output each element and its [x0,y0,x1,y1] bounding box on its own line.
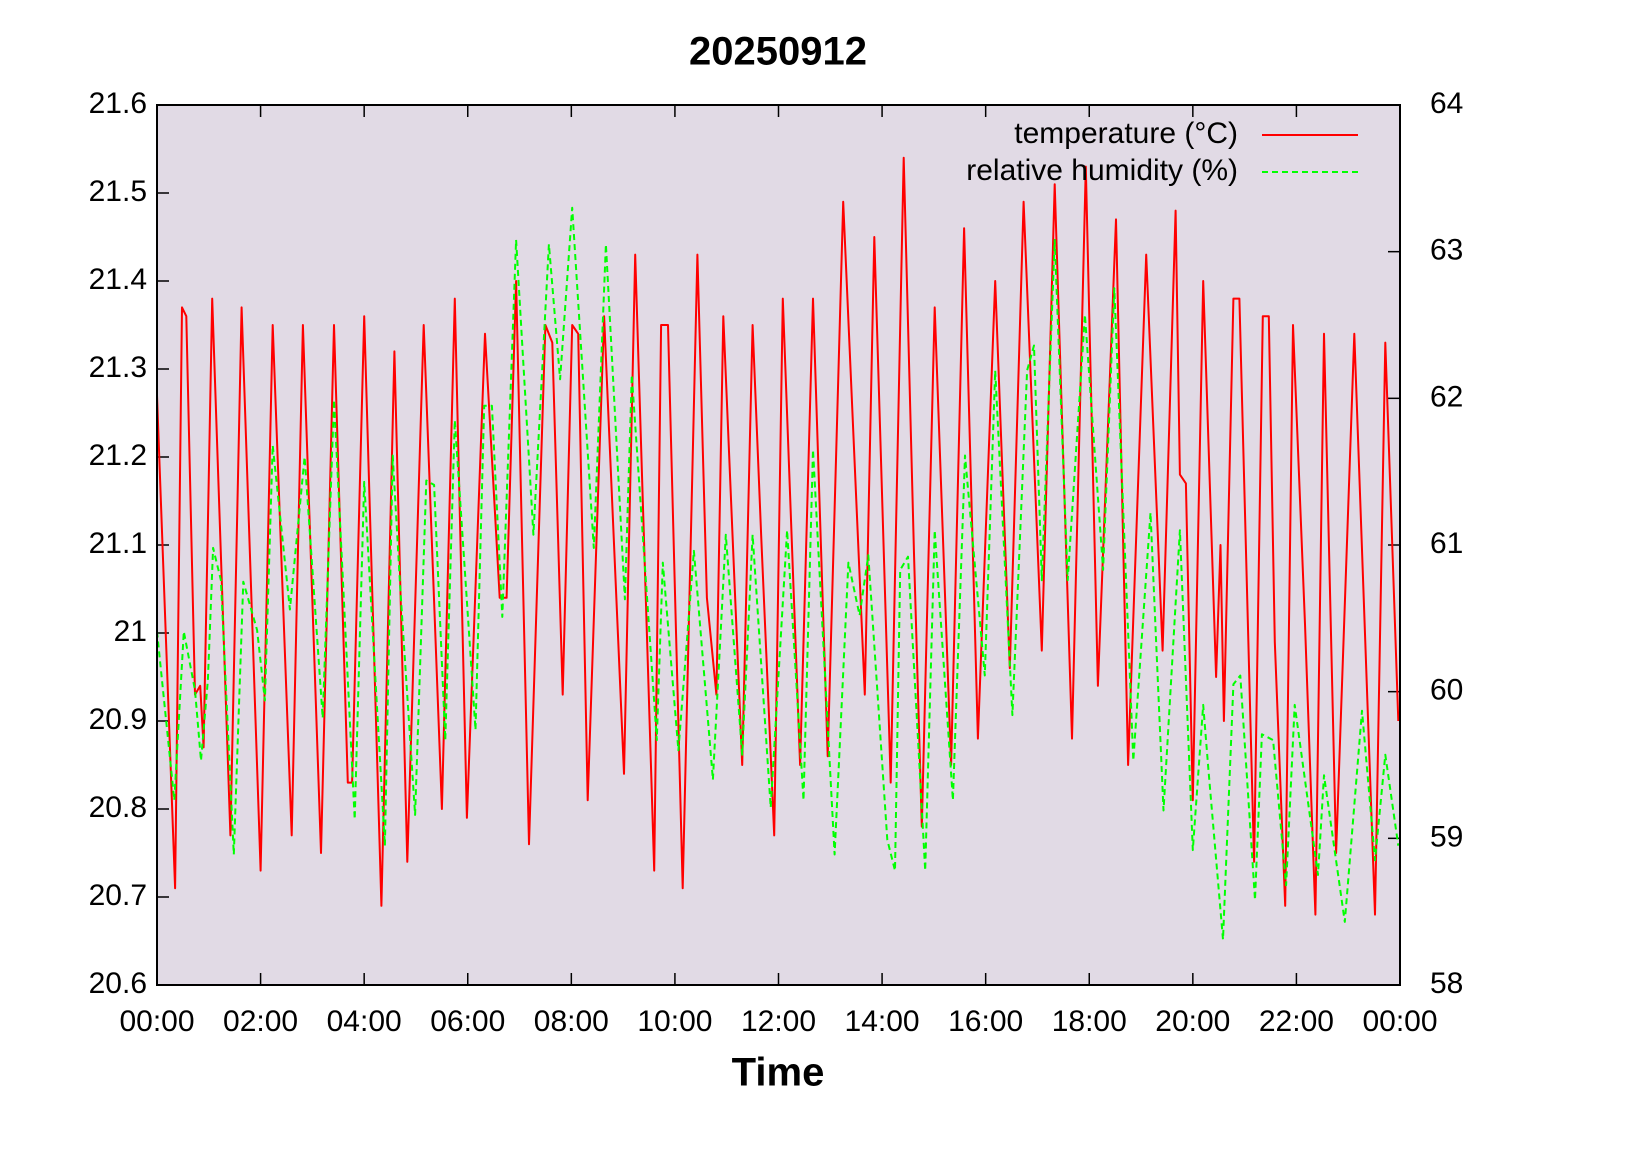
x-tick-label: 22:00 [1259,1005,1334,1038]
y-tick-label: 21.1 [89,527,147,560]
x-tick-label: 02:00 [223,1005,298,1038]
y2-tick-label: 60 [1430,674,1463,707]
y-tick-label: 21 [114,615,147,648]
y2-tick-label: 58 [1430,967,1463,1000]
series-line [156,206,1400,941]
x-tick-label: 10:00 [637,1005,712,1038]
y-tick-label: 21.2 [89,439,147,472]
x-tick-label: 08:00 [534,1005,609,1038]
y-tick-label: 20.7 [89,879,147,912]
y2-tick-label: 61 [1430,527,1463,560]
y2-tick-label: 64 [1430,87,1463,120]
y2-tick-label: 62 [1430,380,1463,413]
x-tick-label: 00:00 [1362,1005,1437,1038]
x-tick-label: 14:00 [845,1005,920,1038]
x-axis-label: Time [732,1051,825,1095]
y-tick-label: 20.6 [89,967,147,1000]
y-tick-label: 21.6 [89,87,147,120]
x-tick-label: 04:00 [327,1005,402,1038]
y2-tick-label: 59 [1430,820,1463,853]
x-tick-label: 12:00 [741,1005,816,1038]
y-tick-label: 21.3 [89,351,147,384]
x-tick-label: 06:00 [430,1005,505,1038]
y-tick-label: 21.5 [89,175,147,208]
chart-title: 20250912 [689,30,867,74]
x-tick-label: 20:00 [1155,1005,1230,1038]
legend-label: relative humidity (%) [966,154,1238,187]
y-tick-label: 21.4 [89,263,147,296]
x-tick-label: 16:00 [948,1005,1023,1038]
x-tick-label: 18:00 [1052,1005,1127,1038]
y2-tick-label: 63 [1430,234,1463,267]
legend-label: temperature (°C) [1014,117,1238,150]
plot-border [156,104,1401,986]
y-tick-label: 20.8 [89,791,147,824]
y-tick-label: 20.9 [89,703,147,736]
x-tick-label: 00:00 [119,1005,194,1038]
